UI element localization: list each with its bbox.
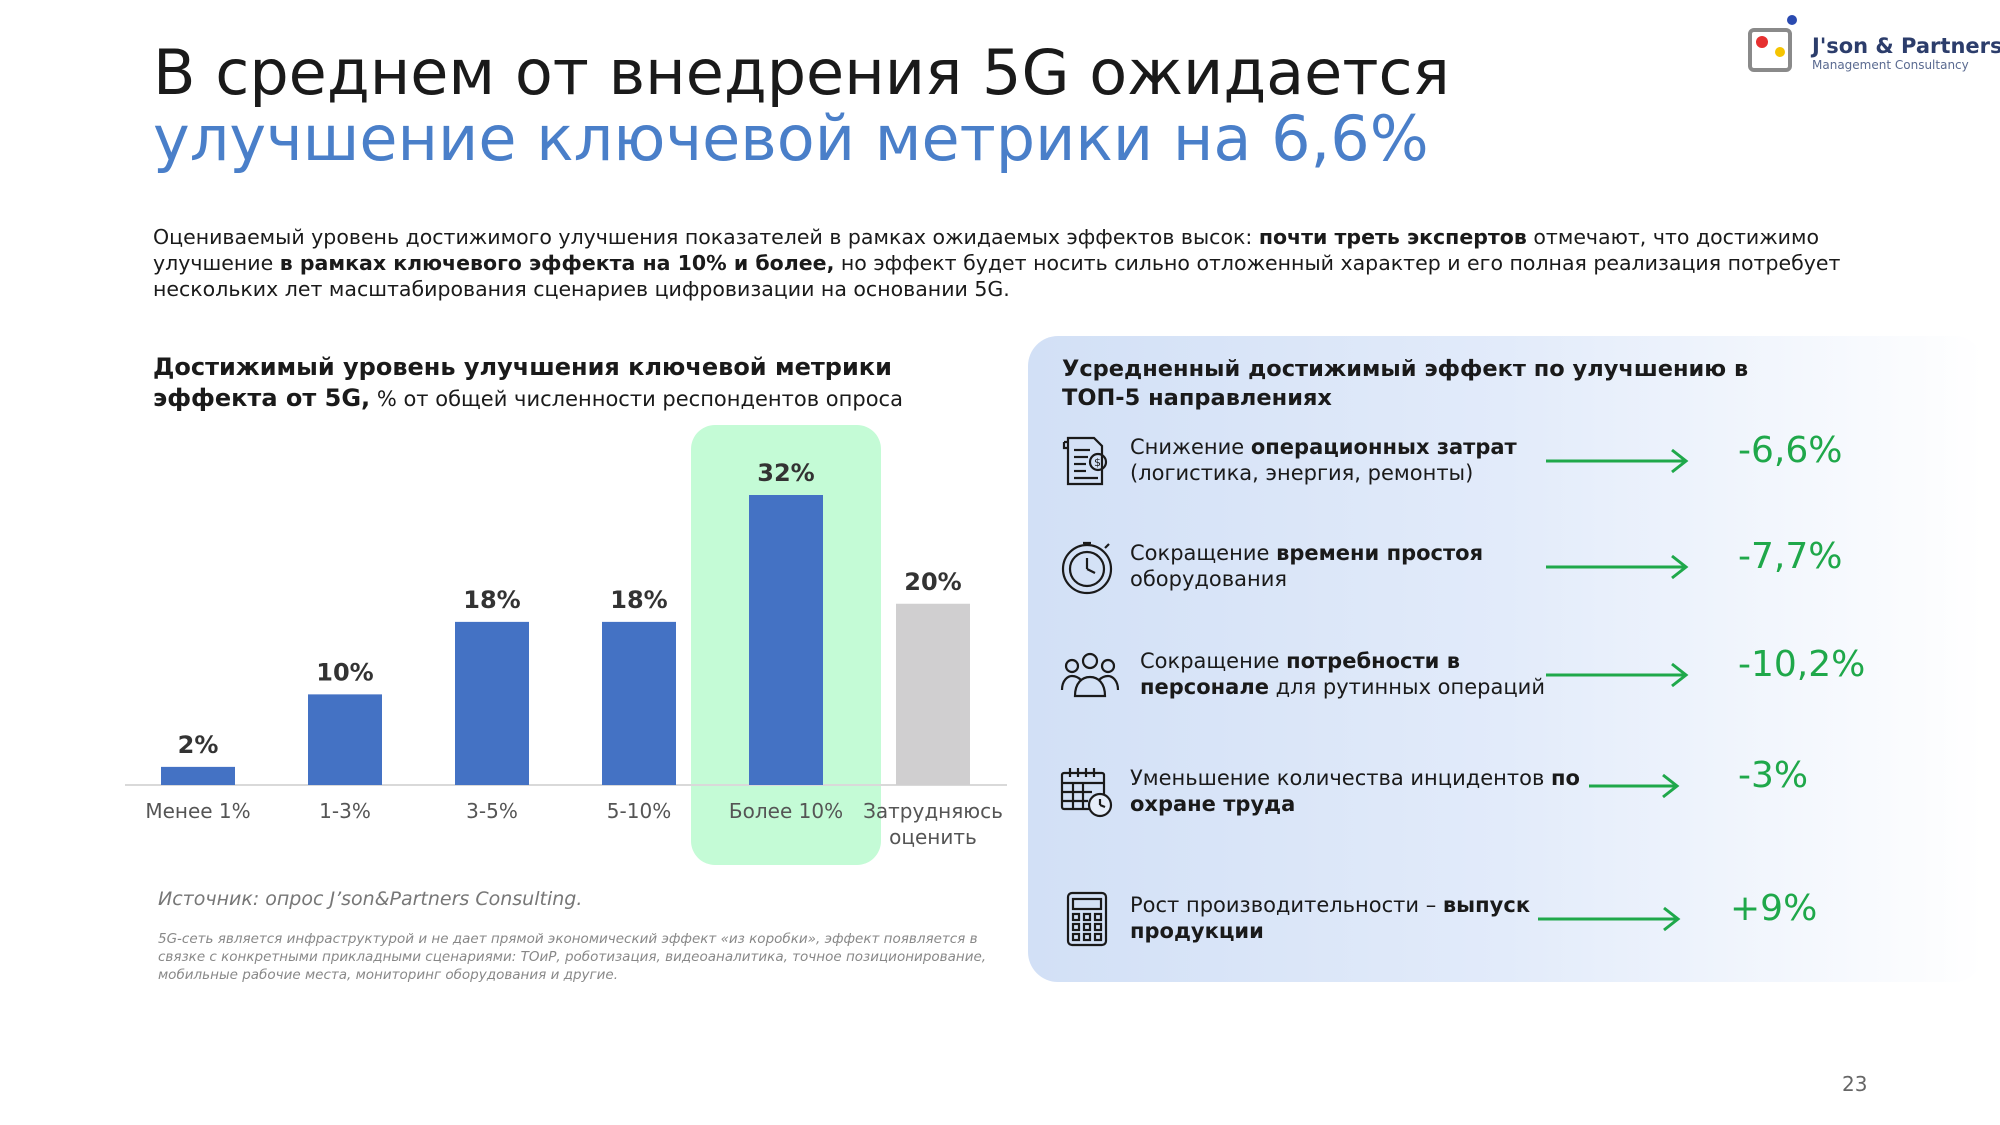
arrow-right-icon bbox=[1589, 773, 1680, 799]
bar-value-label: 2% bbox=[178, 731, 219, 759]
arrow-right-icon bbox=[1546, 448, 1689, 474]
logo-name: J'son & Partners bbox=[1812, 34, 2000, 58]
effect-row-safety-incidents: Уменьшение количества инцидентов по охра… bbox=[1058, 755, 1978, 829]
svg-text:$: $ bbox=[1094, 456, 1101, 469]
footnote: 5G-сеть является инфраструктурой и не да… bbox=[158, 931, 987, 983]
company-logo: J'son & Partners Management Consultancy bbox=[1746, 12, 2000, 82]
page-number: 23 bbox=[1842, 1072, 1868, 1096]
chart-title-normal: % от общей численности респондентов опро… bbox=[370, 387, 903, 411]
arrow-right-icon bbox=[1546, 662, 1689, 688]
intro-bold-2: в рамках ключевого эффекта на 10% и боле… bbox=[279, 251, 835, 275]
slide-title: В среднем от внедрения 5G ожидается улуч… bbox=[153, 40, 1653, 172]
effect-text: Сокращение потребности в персонале для р… bbox=[1140, 649, 1545, 699]
effect-value: -6,6% bbox=[1738, 430, 1843, 471]
bar bbox=[308, 694, 382, 785]
effect-value: -10,2% bbox=[1738, 644, 1866, 685]
bar bbox=[749, 495, 823, 785]
effect-text: Снижение операционных затрат (логистика,… bbox=[1130, 435, 1517, 485]
arrow-right-icon bbox=[1546, 554, 1689, 580]
bar bbox=[161, 766, 235, 785]
slide-title-line-1: В среднем от внедрения 5G ожидается bbox=[153, 36, 1450, 109]
calendar-clock-icon bbox=[1060, 768, 1113, 818]
intro-text-1: Оцениваемый уровень достижимого улучшени… bbox=[153, 225, 1259, 249]
intro-text-2: отмечают, что достижимо улучшение bbox=[153, 225, 1820, 275]
slide-title-line-2: улучшение ключевой метрики на 6,6% bbox=[153, 102, 1429, 175]
effect-text: Сокращение времени простоя оборудования bbox=[1130, 541, 1484, 591]
people-icon bbox=[1060, 652, 1120, 698]
intro-bold-1: почти треть экспертов bbox=[1258, 225, 1527, 249]
bar-value-label: 18% bbox=[463, 586, 520, 614]
bar bbox=[602, 621, 676, 785]
category-label: Более 10% bbox=[729, 799, 843, 823]
calculator-icon bbox=[1066, 891, 1108, 947]
effect-row-staff-needs: Сокращение потребности в персонале для р… bbox=[1058, 642, 1978, 712]
effect-text: Рост производительности – выпуск продукц… bbox=[1130, 893, 1531, 943]
effects-panel bbox=[1028, 336, 1984, 982]
bar bbox=[455, 621, 529, 785]
category-label: 3-5% bbox=[466, 799, 518, 823]
chart-title: Достижимый уровень улучшения ключевой ме… bbox=[153, 352, 973, 415]
category-label: 1-3% bbox=[319, 799, 371, 823]
logo-subtitle: Management Consultancy bbox=[1812, 58, 1969, 72]
effect-row-productivity: Рост производительности – выпуск продукц… bbox=[1058, 886, 1978, 956]
effect-text: Уменьшение количества инцидентов по охра… bbox=[1130, 766, 1580, 816]
category-label: Менее 1% bbox=[145, 799, 250, 823]
category-label: Затрудняюсь bbox=[863, 799, 1003, 823]
category-label: 5-10% bbox=[607, 799, 671, 823]
bar-value-label: 10% bbox=[316, 658, 373, 686]
bar-chart: 2% Менее 1% 10% 1-3% 18% 3-5% 18% 5-10% 32% Более… bbox=[125, 425, 1007, 865]
effect-value: +9% bbox=[1730, 888, 1818, 929]
intro-text-3: но эффект будет носить сильно отложенный… bbox=[153, 251, 1841, 301]
effect-value: -7,7% bbox=[1738, 536, 1843, 577]
intro-paragraph: Оцениваемый уровень достижимого улучшени… bbox=[153, 224, 1933, 302]
stopwatch-icon bbox=[1061, 541, 1113, 595]
bar bbox=[896, 603, 970, 785]
invoice-icon: $ bbox=[1062, 436, 1108, 486]
category-label: оценить bbox=[889, 825, 977, 849]
chart-title-bold: Достижимый уровень улучшения ключевой ме… bbox=[153, 353, 892, 412]
source-note: Источник: опрос J’son&Partners Consultin… bbox=[158, 888, 583, 910]
bar-value-label: 32% bbox=[757, 459, 814, 487]
arrow-right-icon bbox=[1538, 906, 1681, 932]
effect-value: -3% bbox=[1738, 755, 1809, 796]
bar-value-label: 18% bbox=[610, 586, 667, 614]
effect-row-operational-costs: $ Снижение операционных затрат (логистик… bbox=[1058, 428, 1978, 498]
effects-panel-title: Усредненный достижимый эффект по улучшен… bbox=[1062, 356, 1749, 411]
effect-row-downtime: Сокращение времени простоя оборудования … bbox=[1058, 534, 1978, 604]
bar-value-label: 20% bbox=[904, 568, 961, 596]
logo-mark-icon bbox=[1748, 15, 1797, 72]
